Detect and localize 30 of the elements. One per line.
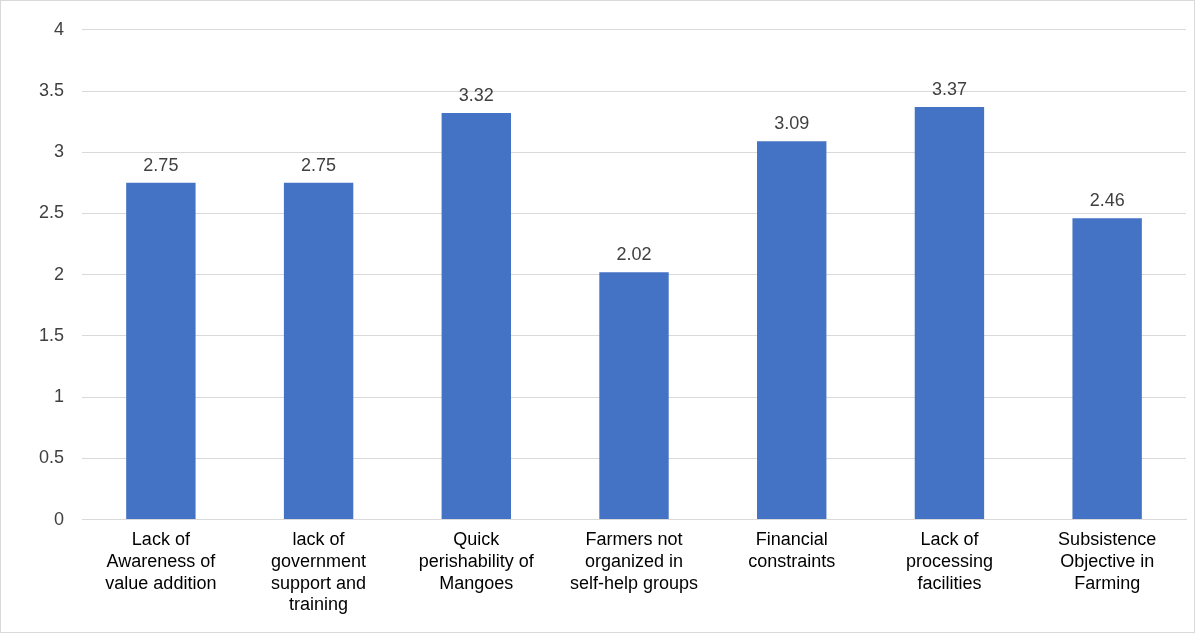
x-tick-label: Farmers not organized in self-help groups [569,529,699,593]
y-tick-label: 0 [54,508,65,529]
y-tick-label: 3 [54,141,65,162]
bar [757,141,827,520]
y-tick-label: 0.5 [38,447,65,468]
bar [126,182,196,520]
data-label: 2.46 [1089,190,1125,211]
x-tick-label: Quick perishability of Mangoes [418,529,535,593]
bar [914,106,985,520]
x-tick-label: Lack of processing facilities [905,529,993,593]
data-label: 3.32 [458,85,494,106]
y-tick-label: 2 [54,263,65,284]
y-tick-label: 4 [54,18,65,39]
bar [1072,218,1142,520]
data-label: 2.75 [301,154,337,175]
bar [441,113,511,520]
data-label: 2.75 [143,154,179,175]
x-tick-label: Subsistence Objective in Farming [1058,529,1157,593]
data-label: 2.02 [616,244,652,265]
y-tick-label: 2.5 [38,202,65,223]
data-label: 3.37 [931,78,967,99]
x-tick-label: Lack of Awareness of value addition [105,529,217,593]
y-tick-label: 1 [54,386,65,407]
bar [283,182,354,520]
data-label: 3.09 [774,113,810,134]
x-tick-label: Financial constraints [748,529,836,571]
y-tick-label: 1.5 [38,324,65,345]
bar [599,272,669,520]
y-tick-label: 3.5 [38,79,65,100]
x-tick-label: lack of government support and training [271,529,367,615]
